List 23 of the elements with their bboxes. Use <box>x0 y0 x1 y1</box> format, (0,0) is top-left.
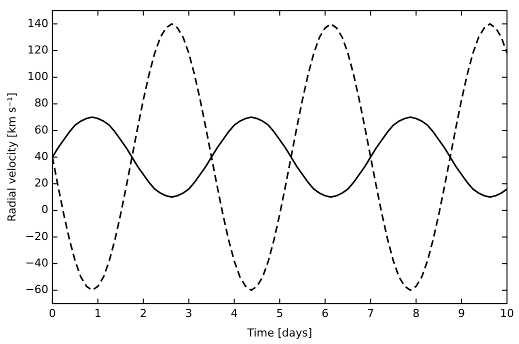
x-tick-label: 2 <box>140 307 147 320</box>
x-axis-title: Time [days] <box>246 326 312 340</box>
x-tick-label: 5 <box>276 307 284 320</box>
y-tick-label: 40 <box>34 150 48 163</box>
y-tick-label: 100 <box>27 70 48 84</box>
x-tick-label: 10 <box>500 307 514 320</box>
y-tick-label: 80 <box>34 96 48 110</box>
y-axis-title: Radial velocity [km s⁻¹] <box>5 92 18 222</box>
y-tick-label: 140 <box>27 16 48 30</box>
x-tick-label: 6 <box>322 307 329 320</box>
y-tick-label: −60 <box>25 283 48 296</box>
y-tick-label: 60 <box>34 123 48 136</box>
y-tick-label: 0 <box>41 203 48 216</box>
y-tick-label: −40 <box>25 256 48 270</box>
x-tick-label: 3 <box>185 307 192 320</box>
y-tick-label: 120 <box>27 43 48 56</box>
x-tick-label: 4 <box>230 307 238 320</box>
y-tick-label: 20 <box>34 176 48 190</box>
x-tick-label: 7 <box>367 307 374 320</box>
x-tick-label: 9 <box>458 307 466 320</box>
x-tick-label: 8 <box>412 307 420 320</box>
y-tick-label: −20 <box>25 230 48 243</box>
x-tick-label: 1 <box>94 307 102 320</box>
